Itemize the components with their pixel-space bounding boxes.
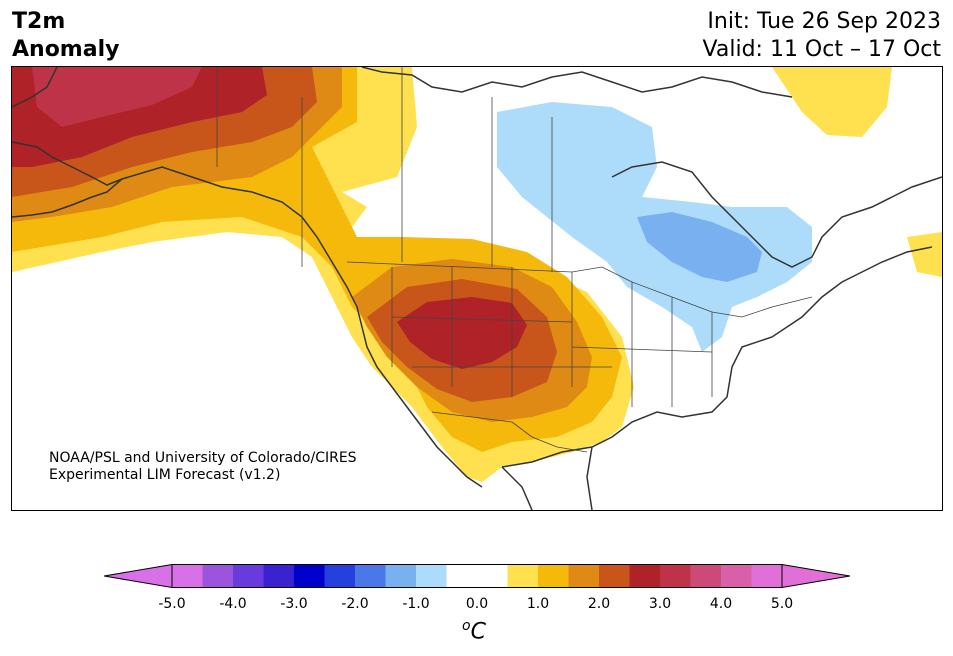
colorbar-segment xyxy=(294,564,325,588)
colorbar-segment xyxy=(538,564,569,588)
political-borders xyxy=(216,67,813,453)
warm-blob-northeast xyxy=(772,67,892,137)
map-svg xyxy=(12,67,942,510)
canada-us-border xyxy=(346,261,813,318)
gulf-coast xyxy=(501,246,933,468)
title-block: T2m Anomaly xyxy=(12,8,119,64)
valid-range: Valid: 11 Oct – 17 Oct xyxy=(702,37,941,62)
colorbar-segment xyxy=(599,564,630,588)
colorbar-tick-label: -4.0 xyxy=(219,596,247,612)
colorbar-segment xyxy=(324,564,356,588)
credit-text: NOAA/PSL and University of Colorado/CIRE… xyxy=(49,450,357,484)
colorbar-segment xyxy=(263,564,295,588)
variable-title: T2m xyxy=(12,9,66,34)
colorbar-segment xyxy=(446,564,478,588)
credit-line-2: Experimental LIM Forecast (v1.2) xyxy=(49,467,281,483)
colorbar-segment xyxy=(416,564,447,588)
colorbar-under-arrow xyxy=(103,563,173,589)
arctic-coast xyxy=(361,67,793,98)
cool-anomaly-shading xyxy=(497,102,812,352)
anomaly-fill-crimson xyxy=(32,67,202,127)
colorbar-tick-label: 3.0 xyxy=(648,596,672,612)
colorbar-over-arrow xyxy=(781,563,851,589)
colorbar-frame xyxy=(171,564,783,588)
colorbar-tick-label: 1.0 xyxy=(526,596,550,612)
colorbar xyxy=(103,563,851,592)
colorbar-segment xyxy=(202,564,234,588)
unit-letter: C xyxy=(470,619,486,645)
colorbar-segment xyxy=(751,564,783,588)
us-mexico-border xyxy=(431,411,588,453)
coastlines xyxy=(12,67,942,510)
colorbar-segment xyxy=(355,564,386,588)
colorbar-tick-label: -1.0 xyxy=(402,596,430,612)
colorbar-svg xyxy=(103,563,851,589)
colorbar-tick-label: 0.0 xyxy=(465,596,489,612)
anomaly-subtitle: Anomaly xyxy=(12,37,120,62)
state-lines xyxy=(391,267,713,407)
colorbar-segment xyxy=(507,564,539,588)
warm-anomaly-shading xyxy=(12,67,942,482)
anomaly-fill-blue xyxy=(637,212,762,282)
unit-degree: o xyxy=(462,618,471,634)
warm-blob-newfoundland xyxy=(907,232,942,277)
date-block: Init: Tue 26 Sep 2023 Valid: 11 Oct – 17… xyxy=(703,8,941,64)
colorbar-segment xyxy=(172,564,203,588)
colorbar-tick-label: -2.0 xyxy=(341,596,369,612)
colorbar-unit: oC xyxy=(462,618,486,644)
colorbar-tick-label: 5.0 xyxy=(770,596,794,612)
colorbar-tick-label: -5.0 xyxy=(158,596,186,612)
colorbar-segment xyxy=(477,564,508,588)
colorbar-segment xyxy=(660,564,691,588)
colorbar-segment xyxy=(721,564,752,588)
pacific-coast xyxy=(121,166,483,488)
colorbar-segment xyxy=(568,564,600,588)
colorbar-segment xyxy=(690,564,722,588)
colorbar-segment xyxy=(233,564,264,588)
colorbar-tick-label: -3.0 xyxy=(280,596,308,612)
credit-line-1: NOAA/PSL and University of Colorado/CIRE… xyxy=(49,450,357,466)
init-date: Init: Tue 26 Sep 2023 xyxy=(707,9,941,34)
colorbar-segment xyxy=(629,564,661,588)
mexico-coast xyxy=(501,446,593,510)
colorbar-segment xyxy=(385,564,417,588)
hudson-bay-coast xyxy=(611,161,942,268)
anomaly-map xyxy=(11,66,943,511)
colorbar-tick-label: 4.0 xyxy=(709,596,733,612)
province-lines xyxy=(301,67,553,272)
colorbar-tick-label: 2.0 xyxy=(587,596,611,612)
colorbar-ticks: -5.0 -4.0 -3.0 -2.0 -1.0 0.0 1.0 2.0 3.0 4.0 5.0 xyxy=(0,596,953,616)
